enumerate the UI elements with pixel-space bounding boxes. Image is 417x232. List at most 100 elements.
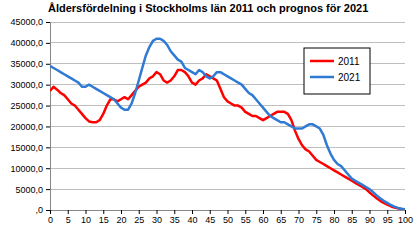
y-tick: 15000,0 — [10, 143, 50, 153]
x-tick-mark — [228, 210, 229, 214]
x-tick: 90 — [365, 210, 375, 225]
chart: Åldersfördelning i Stockholms län 2011 o… — [0, 0, 417, 232]
legend-box — [304, 48, 370, 94]
y-tick-mark — [46, 147, 50, 148]
x-tick-label: 60 — [258, 215, 268, 225]
x-tick: 15 — [99, 210, 109, 225]
x-tick-label: 45 — [205, 215, 215, 225]
x-tick-label: 25 — [134, 215, 144, 225]
x-tick-label: 85 — [347, 215, 357, 225]
y-tick-mark — [46, 126, 50, 127]
x-tick: 80 — [329, 210, 339, 225]
y-tick-label: 20000,0 — [10, 122, 43, 132]
legend-swatch — [310, 76, 334, 79]
grid-line — [50, 42, 405, 43]
x-tick: 25 — [134, 210, 144, 225]
grid-line — [50, 147, 405, 148]
grid-line — [50, 22, 405, 23]
grid-line — [50, 126, 405, 127]
legend-label: 2021 — [338, 72, 361, 83]
legend: 20112021 — [304, 48, 370, 94]
x-tick-mark — [210, 210, 211, 214]
x-tick-label: 20 — [116, 215, 126, 225]
x-tick-mark — [299, 210, 300, 214]
x-tick-mark — [192, 210, 193, 214]
x-tick-label: 55 — [241, 215, 251, 225]
x-tick: 55 — [241, 210, 251, 225]
y-tick: ,0 — [35, 205, 50, 215]
x-tick-label: 70 — [294, 215, 304, 225]
x-tick-mark — [263, 210, 264, 214]
x-tick-mark — [352, 210, 353, 214]
x-tick-mark — [405, 210, 406, 214]
series-line — [50, 39, 405, 209]
x-tick: 95 — [383, 210, 393, 225]
y-tick: 25000,0 — [10, 101, 50, 111]
x-tick-mark — [174, 210, 175, 214]
title: Åldersfördelning i Stockholms län 2011 o… — [48, 2, 368, 14]
grid-line — [50, 189, 405, 190]
y-tick-mark — [46, 43, 50, 44]
y-tick-label: 25000,0 — [10, 101, 43, 111]
y-tick-mark — [46, 22, 50, 23]
y-tick-label: ,0 — [35, 205, 43, 215]
x-tick-label: 65 — [276, 215, 286, 225]
x-tick-label: 30 — [152, 215, 162, 225]
x-tick: 40 — [187, 210, 197, 225]
y-tick: 35000,0 — [10, 59, 50, 69]
x-tick-mark — [245, 210, 246, 214]
plot: ,05000,010000,015000,020000,025000,03000… — [10, 17, 413, 225]
y-tick-label: 5000,0 — [15, 184, 43, 194]
y-tick-label: 10000,0 — [10, 164, 43, 174]
x-tick: 0 — [48, 210, 53, 225]
y-tick: 5000,0 — [15, 184, 50, 194]
x-tick: 35 — [170, 210, 180, 225]
y-tick-label: 15000,0 — [10, 143, 43, 153]
x-tick: 45 — [205, 210, 215, 225]
x-tick-mark — [316, 210, 317, 214]
x-tick: 20 — [116, 210, 126, 225]
x-tick: 60 — [258, 210, 268, 225]
x-tick: 5 — [66, 210, 71, 225]
legend-swatch — [310, 60, 334, 63]
x-tick-mark — [157, 210, 158, 214]
x-tick-label: 35 — [170, 215, 180, 225]
x-tick-mark — [68, 210, 69, 214]
y-tick-mark — [46, 210, 50, 211]
y-tick: 40000,0 — [10, 38, 50, 48]
y-tick: 10000,0 — [10, 164, 50, 174]
x-axis-line — [51, 211, 406, 215]
x-tick-label: 95 — [383, 215, 393, 225]
y-tick-mark — [46, 85, 50, 86]
y-tick-label: 35000,0 — [10, 59, 43, 69]
x-tick-mark — [86, 210, 87, 214]
y-tick-mark — [46, 189, 50, 190]
x-tick-label: 90 — [365, 215, 375, 225]
x-tick-mark — [281, 210, 282, 214]
x-tick-label: 15 — [99, 215, 109, 225]
x-tick-mark — [387, 210, 388, 214]
grid-line — [50, 168, 405, 169]
x-tick: 65 — [276, 210, 286, 225]
x-tick-label: 80 — [329, 215, 339, 225]
x-tick: 100 — [398, 210, 413, 225]
x-tick-label: 10 — [81, 215, 91, 225]
y-tick-mark — [46, 106, 50, 107]
x-tick-label: 50 — [223, 215, 233, 225]
x-tick: 50 — [223, 210, 233, 225]
y-tick: 30000,0 — [10, 80, 50, 90]
grid — [50, 22, 405, 210]
y-axis-line — [46, 23, 51, 211]
y-tick-label: 45000,0 — [10, 17, 43, 27]
x-tick-label: 100 — [398, 215, 413, 225]
y-axis: ,0 5000,0 10000,0 15000,0 20000,0 25000,0 3000… — [10, 17, 50, 215]
x-tick: 75 — [312, 210, 322, 225]
x-axis: 0 5 10 15 20 25 30 35 40 45 50 55 60 65 70 75 80 85 90 95 10… — [48, 210, 413, 225]
y-tick-label: 30000,0 — [10, 80, 43, 90]
x-tick-mark — [103, 210, 104, 214]
x-tick: 85 — [347, 210, 357, 225]
grid-line — [50, 105, 405, 106]
x-tick-label: 0 — [48, 215, 53, 225]
x-tick: 30 — [152, 210, 162, 225]
y-tick-label: 40000,0 — [10, 38, 43, 48]
